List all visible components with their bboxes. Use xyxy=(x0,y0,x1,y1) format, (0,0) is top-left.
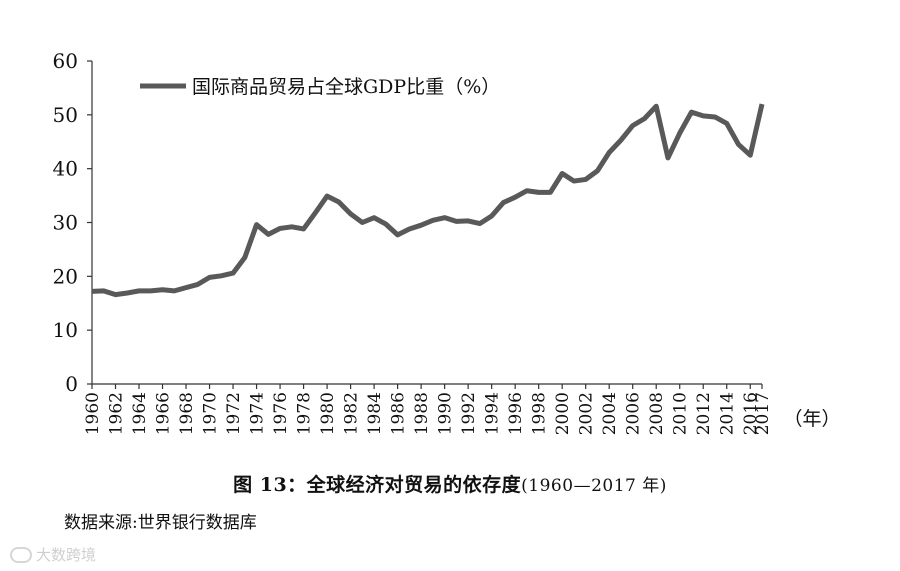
x-tick-label: 1966 xyxy=(154,392,174,435)
x-tick-label: 1978 xyxy=(295,392,315,435)
series-line xyxy=(91,103,765,298)
y-tick-label: 10 xyxy=(53,318,78,342)
x-tick-label: 1988 xyxy=(412,392,432,435)
x-tick-label: 2006 xyxy=(624,392,644,435)
x-tick-label: 2016 xyxy=(741,392,761,435)
data-source: 数据来源:世界银行数据库 xyxy=(64,513,257,533)
y-axis: 0 10 20 30 40 50 60 xyxy=(53,49,93,396)
x-tick-label: 1962 xyxy=(107,392,127,435)
x-tick-label: 1984 xyxy=(365,392,385,435)
x-axis-label: （年） xyxy=(783,408,840,430)
x-tick-label: 2010 xyxy=(671,392,691,435)
watermark: 大数跨境 xyxy=(10,544,96,565)
x-tick-label: 1968 xyxy=(177,392,197,435)
caption-range: (1960—2017 年) xyxy=(521,476,667,496)
x-tick-label: 1992 xyxy=(459,392,479,435)
x-tick-label: 1972 xyxy=(224,392,244,435)
watermark-logo-icon xyxy=(10,546,32,563)
y-tick-label: 50 xyxy=(53,103,78,127)
x-tick-label: 2000 xyxy=(553,392,573,435)
y-tick-label: 40 xyxy=(53,157,78,181)
x-tick-label: 2002 xyxy=(577,392,597,435)
x-tick-label: 2004 xyxy=(600,392,620,435)
y-tick-label: 60 xyxy=(53,49,78,73)
x-tick-label: 1986 xyxy=(389,392,409,435)
x-tick-label: 1994 xyxy=(483,392,503,435)
watermark-text: 大数跨境 xyxy=(36,546,97,564)
x-tick-label: 2012 xyxy=(694,392,714,435)
x-tick-label: 1976 xyxy=(271,392,291,435)
x-tick-label: 1990 xyxy=(436,392,456,435)
x-tick-label: 2008 xyxy=(647,392,667,435)
legend: 国际商品贸易占全球GDP比重（%） xyxy=(140,76,500,98)
x-tick-label: 2014 xyxy=(718,392,738,435)
series-group xyxy=(91,103,765,298)
x-tick-label: 1970 xyxy=(201,392,221,435)
x-axis: 1960 1962 1964 1966 1968 1970 1972 1974 1976 1978… xyxy=(83,383,773,435)
x-tick-label: 1964 xyxy=(130,392,150,435)
x-tick-label: 1996 xyxy=(506,392,526,435)
x-tick-label: 1982 xyxy=(342,392,362,435)
x-tick-label: 2017 xyxy=(753,392,773,435)
x-tick-label: 1980 xyxy=(318,392,338,435)
figure-caption: 图 13：全球经济对贸易的依存度(1960—2017 年) xyxy=(0,470,900,497)
x-tick-label: 1998 xyxy=(530,392,550,435)
legend-label: 国际商品贸易占全球GDP比重（%） xyxy=(192,76,500,98)
x-tick-label: 1974 xyxy=(248,392,268,435)
y-tick-label: 0 xyxy=(65,372,78,396)
y-tick-label: 30 xyxy=(53,211,78,235)
y-tick-label: 20 xyxy=(53,264,78,288)
x-tick-label: 1960 xyxy=(83,392,103,435)
caption-title: 图 13：全球经济对贸易的依存度 xyxy=(233,474,522,496)
